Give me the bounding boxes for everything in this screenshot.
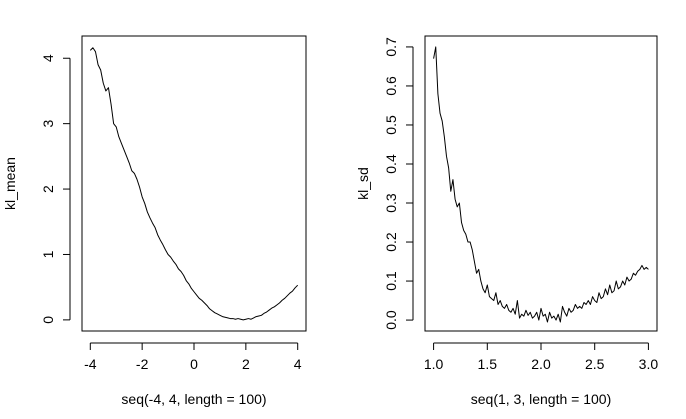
x-tick-label: 0 [190,356,198,372]
x-tick-label: 2.5 [585,356,605,372]
x-tick-label: 1.5 [478,356,498,372]
y-tick-label: 1 [40,250,56,258]
x-tick-label: 2 [242,356,250,372]
y-tick-label: 2 [40,185,56,193]
y-tick-label: 3 [40,120,56,128]
x-tick-label: 2.0 [531,356,551,372]
y-tick-label: 0.4 [383,154,399,174]
y-tick-label: 0 [40,316,56,324]
y-tick-label: 0.7 [383,37,399,57]
x-tick-label: -4 [84,356,97,372]
y-tick-label: 4 [40,54,56,62]
y-tick-label: 0.2 [383,232,399,252]
y-tick-label: 0.5 [383,115,399,135]
plot-frame-1 [81,35,307,332]
x-tick-label: 4 [294,356,302,372]
series-line-2-1 [433,46,649,323]
x-axis-title-1: seq(-4, 4, length = 100) [121,391,266,407]
y-tick-label: 0.0 [383,310,399,330]
y-tick-label: 0.6 [383,76,399,96]
x-tick-label: 3.0 [639,356,659,372]
y-axis-title-2: kl_sd [355,167,371,200]
series-line-1-1 [89,47,299,321]
x-tick-label: -2 [136,356,149,372]
x-tick-label: 1.0 [424,356,444,372]
y-tick-label: 0.1 [383,271,399,291]
y-tick-label: 0.3 [383,193,399,213]
y-axis-title-1: kl_mean [2,157,18,210]
plot-frame-2 [424,35,658,332]
x-axis-title-2: seq(1, 3, length = 100) [471,391,612,407]
